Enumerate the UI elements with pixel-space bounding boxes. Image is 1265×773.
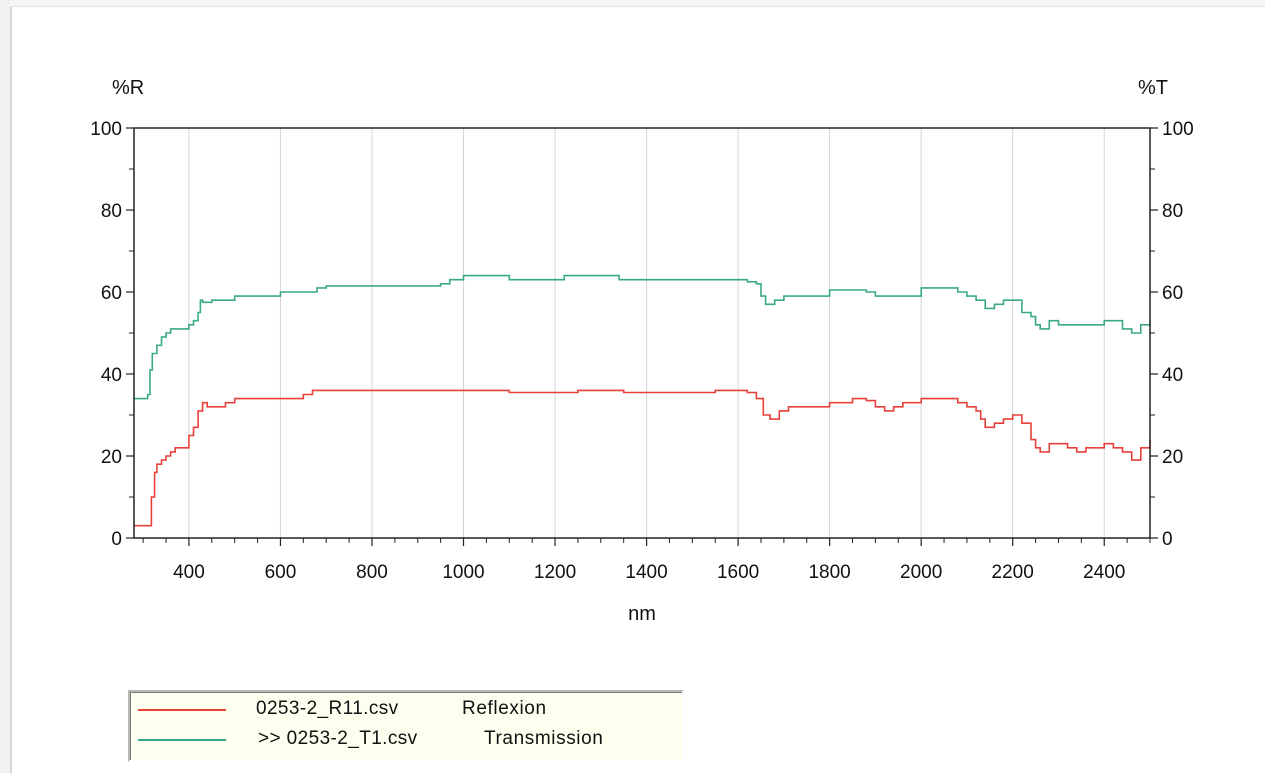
- window-top-frame: [10, 0, 1265, 7]
- x-tick-label: 1000: [442, 562, 484, 583]
- x-tick-label: 1800: [808, 562, 850, 583]
- y-left-tick-label: 60: [101, 283, 122, 304]
- legend-swatch-reflexion: [138, 709, 226, 711]
- y-left-tick-label: 0: [111, 529, 122, 550]
- legend-file-reflexion: 0253-2_R11.csv: [256, 698, 399, 719]
- series-line-transmission: [134, 274, 1151, 400]
- y-left-tick-label: 40: [101, 365, 122, 386]
- x-tick-label: 800: [356, 562, 388, 583]
- x-tick-label: 400: [173, 562, 205, 583]
- y-left-tick-label: 80: [101, 201, 122, 222]
- y-axis-left-title: %R: [112, 77, 144, 99]
- legend-file-transmission: >> 0253-2_T1.csv: [258, 728, 418, 749]
- series-line-reflexion: [134, 389, 1151, 527]
- y-right-tick-label: 20: [1162, 447, 1183, 468]
- axis-ticks: [126, 127, 1158, 546]
- y-right-tick-label: 80: [1162, 201, 1183, 222]
- legend-box[interactable]: 0253-2_R11.csv Reflexion >> 0253-2_T1.cs…: [128, 690, 684, 762]
- grid: [188, 128, 1105, 538]
- x-tick-label: 2200: [992, 562, 1034, 583]
- series-lines: [134, 274, 1151, 527]
- x-axis-title: nm: [628, 603, 656, 625]
- legend-item-reflexion[interactable]: 0253-2_R11.csv Reflexion: [130, 696, 682, 726]
- plot-frame: [133, 127, 1151, 539]
- tick-labels: 400 600 800 1000 1200 1400 1600 1800 2000 2200 240…: [90, 119, 1193, 583]
- y-right-tick-label: 100: [1162, 119, 1194, 140]
- y-axis-right-title: %T: [1138, 77, 1168, 99]
- x-tick-label: 1600: [717, 562, 759, 583]
- y-right-tick-label: 0: [1162, 529, 1173, 550]
- legend-name-reflexion: Reflexion: [462, 698, 547, 719]
- y-left-tick-label: 20: [101, 447, 122, 468]
- x-tick-label: 2400: [1083, 562, 1125, 583]
- x-tick-label: 2000: [900, 562, 942, 583]
- legend-swatch-transmission: [138, 739, 226, 741]
- legend-item-transmission[interactable]: >> 0253-2_T1.csv Transmission: [130, 726, 682, 756]
- y-left-tick-label: 100: [90, 119, 122, 140]
- x-tick-label: 1200: [534, 562, 576, 583]
- x-tick-label: 600: [265, 562, 297, 583]
- legend-name-transmission: Transmission: [484, 728, 604, 749]
- window-left-frame: [0, 0, 12, 773]
- y-right-tick-label: 60: [1162, 283, 1183, 304]
- x-tick-label: 1400: [625, 562, 667, 583]
- y-right-tick-label: 40: [1162, 365, 1183, 386]
